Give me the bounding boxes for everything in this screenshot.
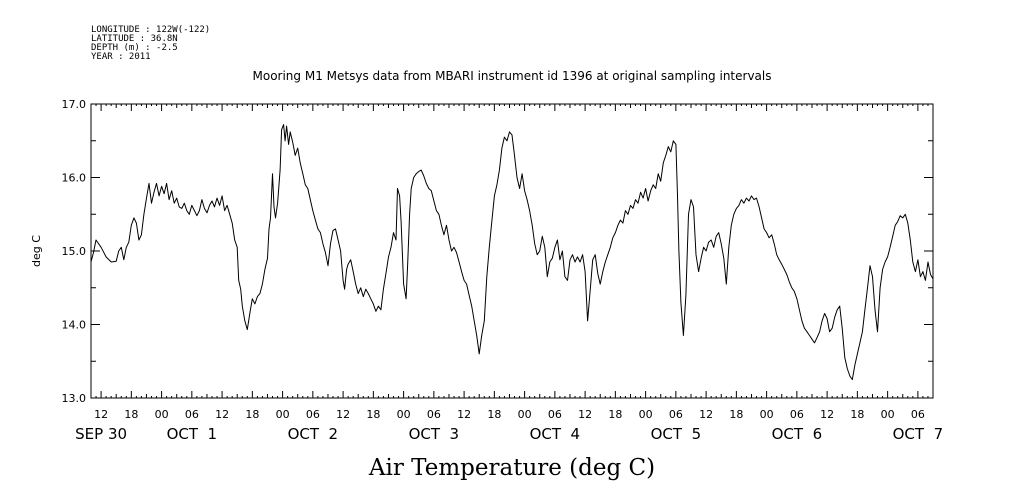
x-hour-label: 00 [639,408,653,421]
x-hour-label: 00 [760,408,774,421]
x-date-label: OCT 4 [530,425,581,443]
x-date-label: OCT 7 [893,425,944,443]
x-date-label: OCT 6 [772,425,823,443]
longitude-label: LONGITUDE : 122W(-122) [91,25,210,35]
x-axis: 12 18 00 06 12 18 00 06 12 18 00 06 12 18 00 06 12 18 00 06… [75,104,943,443]
x-hour-label: 18 [608,408,622,421]
x-hour-label: 06 [548,408,562,421]
x-date-label: OCT 3 [409,425,460,443]
x-hour-label: 06 [427,408,441,421]
depth-label: DEPTH (m) : -2.5 [91,43,178,53]
x-hour-label: 12 [578,408,592,421]
x-hour-label: 12 [336,408,350,421]
x-hour-label: 00 [155,408,169,421]
x-hour-label: 06 [790,408,804,421]
x-date-label: OCT 5 [651,425,702,443]
x-hour-label: 06 [306,408,320,421]
x-hour-label: 18 [487,408,501,421]
series-line-air-temperature [90,124,934,381]
x-hour-label: 00 [397,408,411,421]
series-layer [90,124,934,381]
latitude-label: LATITUDE : 36.8N [91,34,178,44]
x-hour-label: 06 [185,408,199,421]
y-tick-label: 14.0 [62,319,87,332]
x-hour-label: 18 [245,408,259,421]
chart-title: Mooring M1 Metsys data from MBARI instru… [253,69,772,83]
x-hour-label: 00 [881,408,895,421]
x-hour-label: 00 [518,408,532,421]
y-tick-label: 17.0 [62,98,87,111]
x-date-label: SEP 30 [75,425,127,443]
y-tick-label: 15.0 [62,245,87,258]
x-hour-label: 12 [94,408,108,421]
x-hour-label: 18 [729,408,743,421]
x-hour-label: 12 [215,408,229,421]
y-tick-label: 16.0 [62,172,87,185]
x-hour-label: 18 [124,408,138,421]
y-tick-label: 13.0 [62,392,87,405]
x-hour-label: 12 [457,408,471,421]
y-axis: 13.0 14.0 15.0 16.0 17.0 [62,98,933,405]
x-hour-label: 00 [276,408,290,421]
y-axis-label: deg C [30,235,43,267]
year-label: YEAR : 2011 [91,52,151,62]
x-hour-label: 12 [699,408,713,421]
x-hour-label: 06 [911,408,925,421]
x-hour-label: 06 [669,408,683,421]
x-hour-label: 12 [820,408,834,421]
x-axis-label: Air Temperature (deg C) [368,455,655,481]
x-hour-label: 18 [850,408,864,421]
x-date-label: OCT 1 [167,425,218,443]
x-date-label: OCT 2 [288,425,339,443]
x-hour-label: 18 [366,408,380,421]
